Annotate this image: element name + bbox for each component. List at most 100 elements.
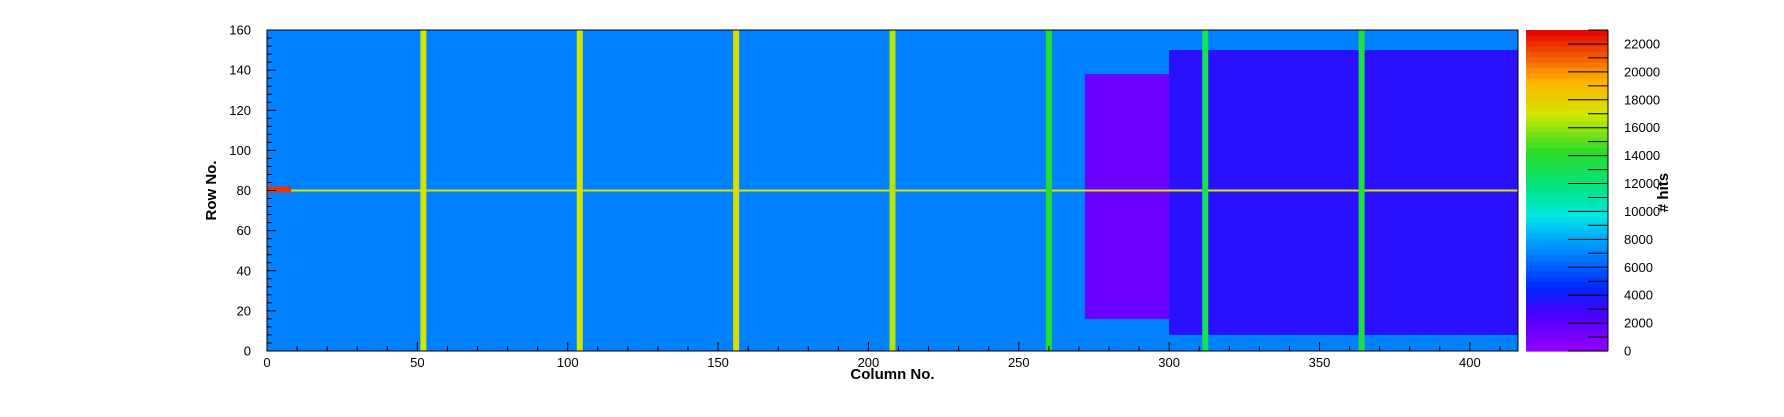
x-tick-label: 200 [858,355,880,370]
y-tick-label: 20 [237,303,251,318]
palette-bin [1526,120,1608,127]
heatmap-hot-column [1202,30,1209,351]
x-tick-label: 400 [1459,355,1481,370]
heatmap-cells [267,30,1518,351]
heatmap-hot-column [733,30,740,351]
x-tick-label: 300 [1158,355,1180,370]
palette-bin [1526,222,1608,229]
palette-bin [1526,83,1608,90]
z-tick-label: 10000 [1624,204,1660,219]
palette-bin [1526,329,1608,336]
palette-bin [1526,308,1608,315]
palette-bin [1526,62,1608,69]
heatmap-hot-column [1358,30,1365,351]
heatmap-hot-column [576,30,583,351]
palette-bin [1526,270,1608,277]
palette-bin [1526,190,1608,197]
palette-bin [1526,104,1608,111]
palette-bin [1526,131,1608,138]
y-tick-label: 120 [229,103,251,118]
palette-bin [1526,254,1608,261]
palette-bin [1526,211,1608,218]
z-tick-label: 18000 [1624,92,1660,107]
color-palette [1526,30,1608,352]
palette-bin [1526,345,1608,352]
z-tick-label: 20000 [1624,64,1660,79]
heatmap-hot-column [420,30,427,351]
palette-bin [1526,185,1608,192]
z-tick-label: 6000 [1624,260,1653,275]
x-tick-label: 0 [263,355,270,370]
y-axis-label: Row No. [203,161,220,221]
z-tick-label: 16000 [1624,120,1660,135]
x-axis: 0 50 100 150 200 250 300 350 400 [263,342,1501,370]
palette-bin [1526,286,1608,293]
palette-bin [1526,78,1608,85]
palette-bin [1526,40,1608,47]
heatmap-reduced-region [1169,50,1518,335]
palette-bin [1526,72,1608,79]
z-tick-label: 4000 [1624,288,1653,303]
palette-bin [1526,153,1608,159]
x-tick-label: 350 [1309,355,1331,370]
y-tick-label: 60 [237,223,251,238]
palette-bin [1526,174,1608,181]
z-tick-label: 12000 [1624,176,1660,191]
palette-bin [1526,46,1608,52]
palette-bin [1526,126,1608,133]
palette-bin [1526,56,1608,63]
palette-bin [1526,195,1608,202]
palette-bin [1526,324,1608,331]
palette-bin [1526,249,1608,256]
x-tick-label: 100 [557,355,579,370]
z-tick-label: 0 [1624,344,1631,359]
palette-bin [1526,244,1608,250]
z-tick-label: 2000 [1624,316,1653,331]
palette-bin [1526,281,1608,288]
palette-bin [1526,115,1608,122]
palette-bin [1526,340,1608,347]
palette-bin [1526,179,1608,186]
palette-bin [1526,217,1608,224]
z-tick-label: 22000 [1624,36,1660,51]
y-tick-label: 80 [237,183,251,198]
heatmap-hot-column [1045,30,1052,351]
y-tick-label: 40 [237,263,251,278]
z-tick-label: 8000 [1624,232,1653,247]
palette-bin [1526,110,1608,117]
y-tick-label: 140 [229,63,251,78]
palette-bin [1526,260,1608,266]
heatmap-hot-column [889,30,896,351]
palette-bin [1526,297,1608,304]
palette-bin [1526,233,1608,240]
x-tick-label: 150 [707,355,729,370]
palette-bin [1526,88,1608,95]
palette-bin [1526,142,1608,149]
palette-bin [1526,99,1608,106]
palette-bin [1526,206,1608,213]
palette-bin [1526,35,1608,42]
palette-bin [1526,201,1608,208]
palette-bin [1526,163,1608,170]
y-tick-label: 0 [244,344,251,359]
x-tick-label: 250 [1008,355,1030,370]
z-axis: 0 2000 4000 6000 8000 10000 12000 14000 16000 180… [1568,29,1660,359]
palette-bin [1526,158,1608,165]
palette-bin [1526,67,1608,74]
palette-bin [1526,169,1608,176]
palette-bin [1526,334,1608,341]
palette-bin [1526,302,1608,309]
z-axis-label: # hits [1655,173,1672,212]
palette-bin [1526,147,1608,154]
palette-bin [1526,94,1608,101]
palette-bin [1526,238,1608,245]
z-tick-label: 14000 [1624,148,1660,163]
palette-bin [1526,30,1608,36]
x-tick-label: 50 [410,355,424,370]
y-axis: 0 20 40 60 80 100 120 140 160 [229,23,276,359]
palette-bin [1526,276,1608,283]
y-tick-label: 160 [229,23,251,38]
palette-bin [1526,292,1608,299]
